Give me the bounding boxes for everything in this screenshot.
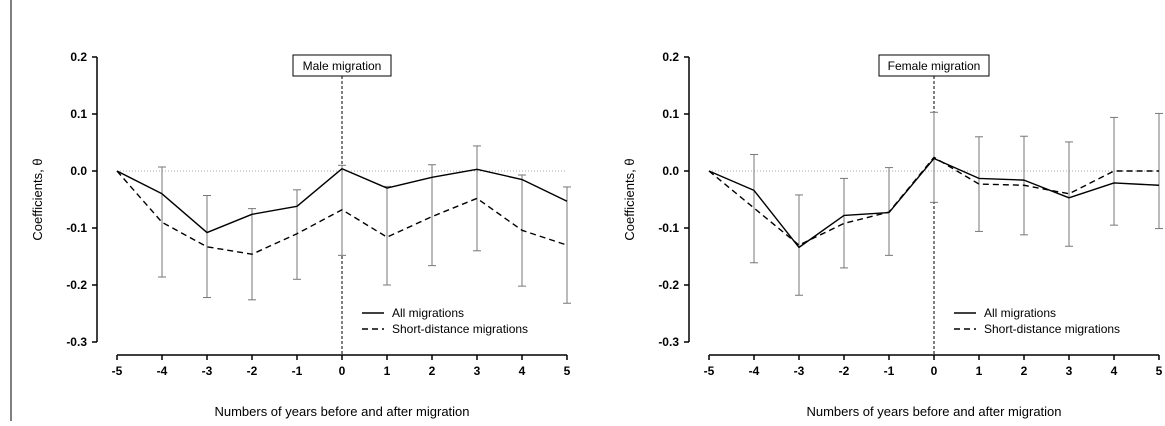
x-tick-label: 3 (1066, 364, 1073, 378)
annotation-box (292, 54, 392, 77)
y-tick-label: -0.2 (658, 278, 679, 292)
x-tick-label: -2 (839, 364, 850, 378)
x-tick-label: -3 (202, 364, 213, 378)
annotation-label: Female migration (888, 59, 981, 73)
x-tick-label: -1 (292, 364, 303, 378)
x-axis-title: Numbers of years before and after migrat… (806, 404, 1061, 419)
error-bar (563, 186, 571, 304)
legend: All migrations Short-distance migrations (362, 306, 528, 336)
error-bar (158, 166, 166, 278)
error-bar (473, 145, 481, 252)
y-tick-label: -0.3 (66, 335, 87, 349)
event-annotation: Female migration (878, 54, 990, 77)
x-tick-label: -1 (884, 364, 895, 378)
x-tick-label: -4 (157, 364, 168, 378)
annotation-label: Male migration (303, 59, 382, 73)
error-bar (750, 153, 758, 264)
y-tick-label: 0.2 (70, 50, 87, 64)
x-tick-label: -2 (247, 364, 258, 378)
y-tick-label: 0.0 (662, 164, 679, 178)
y-tick-label: -0.3 (658, 335, 679, 349)
error-bar (293, 189, 301, 280)
series-line-short-distance (708, 156, 1159, 246)
series-line-short-distance (116, 170, 568, 255)
legend-label: All migrations (984, 306, 1056, 320)
legend-label: Short-distance migrations (392, 322, 528, 336)
x-tick-label: 5 (564, 364, 571, 378)
y-axis-title: Coefficients, θ (30, 158, 45, 240)
event-annotation: Male migration (292, 54, 392, 77)
chart-panel-2: -0.3 -0.2 -0.1 0.0 0.1 0.2 -5 -4 -3 -2 -1 0 1 2 3 4 5 Num… (622, 50, 1163, 419)
error-bar (840, 177, 848, 269)
error-bar (1110, 116, 1118, 226)
x-tick-label: 4 (1111, 364, 1118, 378)
x-tick-label: 1 (976, 364, 983, 378)
legend: All migrations Short-distance migrations (954, 306, 1120, 336)
series-line-all-migrations (116, 168, 568, 234)
x-tick-label: 2 (1021, 364, 1028, 378)
x-tick-label: -3 (794, 364, 805, 378)
series-line-all-migrations (708, 157, 1160, 249)
error-bar (1065, 141, 1073, 247)
legend-label: Short-distance migrations (984, 322, 1120, 336)
x-tick-label: 3 (474, 364, 481, 378)
x-axis-title: Numbers of years before and after migrat… (214, 404, 469, 419)
chart-panel-1: -0.3 -0.2 -0.1 0.0 0.1 0.2 -5 -4 -3 -2 -1 0 1 2 3 4 5 Num… (30, 50, 571, 419)
x-tick-label: -5 (704, 364, 715, 378)
x-tick-label: 4 (519, 364, 526, 378)
x-tick-label: 5 (1156, 364, 1163, 378)
x-tick-label: 1 (384, 364, 391, 378)
x-tick-label: -5 (112, 364, 123, 378)
legend-label: All migrations (392, 306, 464, 320)
y-tick-label: -0.2 (66, 278, 87, 292)
x-tick-label: -4 (749, 364, 760, 378)
x-tick-label: 2 (429, 364, 436, 378)
annotation-box (878, 54, 990, 77)
y-tick-label: 0.1 (662, 107, 679, 121)
y-axis-title: Coefficients, θ (622, 158, 637, 240)
error-bar (975, 136, 983, 232)
y-tick-label: 0.2 (662, 50, 679, 64)
x-tick-label: 0 (339, 364, 346, 378)
y-tick-label: 0.0 (70, 164, 87, 178)
error-bar (203, 195, 211, 299)
error-bar (795, 194, 803, 296)
y-tick-label: 0.1 (70, 107, 87, 121)
y-tick-label: -0.1 (66, 221, 87, 235)
x-tick-label: 0 (931, 364, 938, 378)
error-bar (428, 164, 436, 267)
y-tick-label: -0.1 (658, 221, 679, 235)
